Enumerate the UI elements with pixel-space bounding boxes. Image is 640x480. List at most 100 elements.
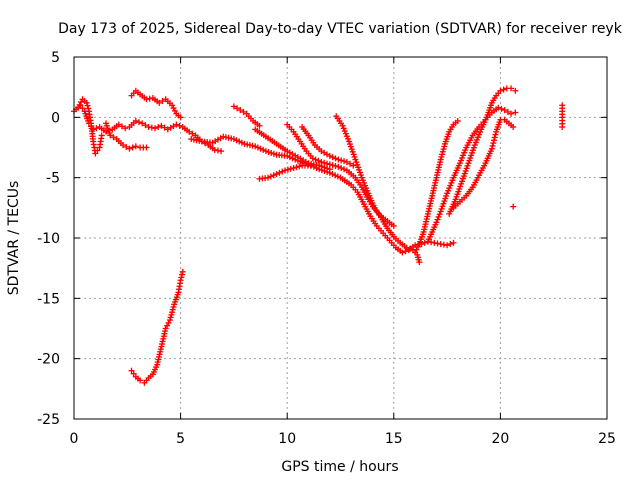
data-point [447, 241, 454, 248]
data-point [332, 155, 339, 162]
data-point [267, 173, 274, 180]
data-point [341, 166, 348, 173]
data-point [256, 122, 263, 129]
data-point [110, 134, 117, 141]
data-point [326, 161, 333, 168]
data-point [139, 120, 146, 127]
tick-labels-layer: 0 5 10 15 20 25 -25 -20 -15 -10 -5 0 5 [37, 50, 616, 447]
data-point [512, 87, 519, 94]
data-point [341, 158, 348, 165]
data-point [488, 145, 495, 152]
points-layer [71, 85, 566, 386]
y-tick-label: 5 [51, 50, 60, 66]
data-point [403, 244, 410, 251]
data-point [170, 105, 177, 112]
data-point [338, 157, 345, 164]
data-point [402, 248, 409, 255]
data-point [94, 147, 101, 154]
data-point [78, 99, 85, 106]
data-point [508, 85, 515, 92]
data-point [107, 132, 114, 139]
y-tick-label: -20 [37, 352, 60, 368]
data-point [450, 239, 457, 246]
data-point [318, 158, 325, 165]
data-point [436, 211, 443, 218]
data-point [491, 137, 498, 144]
data-point [189, 130, 196, 137]
data-point [262, 148, 269, 155]
data-point [343, 158, 350, 165]
x-tick-label: 15 [385, 431, 403, 447]
y-tick-label: -10 [37, 231, 60, 247]
data-point [122, 125, 129, 132]
data-point [293, 164, 300, 171]
data-point [508, 110, 515, 117]
data-point [270, 150, 277, 157]
data-point [129, 144, 136, 151]
data-point [434, 216, 441, 223]
data-point [510, 123, 517, 130]
data-point [177, 114, 184, 121]
data-point [128, 367, 135, 374]
data-point [130, 370, 137, 377]
data-point [501, 107, 508, 114]
data-point [282, 167, 289, 174]
y-tick-label: -15 [37, 291, 60, 307]
data-point [332, 163, 339, 170]
data-point [316, 162, 323, 169]
data-point [329, 171, 336, 178]
data-point [120, 142, 127, 149]
data-point [338, 165, 345, 172]
data-point [500, 86, 507, 93]
data-point [307, 162, 314, 169]
data-point [290, 165, 297, 172]
data-point [237, 107, 244, 114]
x-tick-label: 10 [278, 431, 296, 447]
x-axis-title: GPS time / hours [281, 459, 398, 475]
data-point [118, 123, 125, 130]
data-point [497, 87, 504, 94]
data-point [490, 140, 497, 147]
data-point [161, 124, 168, 131]
data-point [416, 259, 423, 266]
data-point [176, 122, 183, 129]
data-point [329, 154, 336, 161]
data-point [321, 159, 328, 166]
data-point [233, 137, 240, 144]
data-point [132, 143, 139, 150]
y-axis-title: SDTVAR / TECUs [6, 181, 22, 296]
data-point [323, 160, 330, 167]
data-point [315, 157, 322, 164]
data-point [177, 277, 184, 284]
data-point [257, 145, 264, 152]
data-point [312, 156, 319, 163]
x-tick-label: 0 [70, 431, 79, 447]
x-tick-label: 5 [176, 431, 185, 447]
data-point [498, 105, 505, 112]
data-point [234, 105, 241, 112]
grid-layer [74, 57, 607, 419]
data-point [390, 222, 397, 229]
data-point [279, 168, 286, 175]
data-point [142, 122, 149, 129]
data-point [512, 109, 519, 116]
data-point [444, 242, 451, 249]
data-point [179, 271, 186, 278]
data-point [559, 123, 566, 130]
data-point [406, 245, 413, 252]
data-point [454, 117, 461, 124]
data-point [492, 131, 499, 138]
data-point [84, 102, 91, 109]
data-point [165, 319, 172, 326]
data-point [123, 143, 130, 150]
data-point [85, 105, 92, 112]
data-point [347, 160, 354, 167]
data-point [350, 162, 357, 169]
data-point [296, 163, 303, 170]
data-point [158, 122, 165, 129]
data-point [335, 163, 342, 170]
y-tick-label: -25 [37, 412, 60, 428]
data-point [421, 239, 428, 246]
data-point [186, 128, 193, 135]
